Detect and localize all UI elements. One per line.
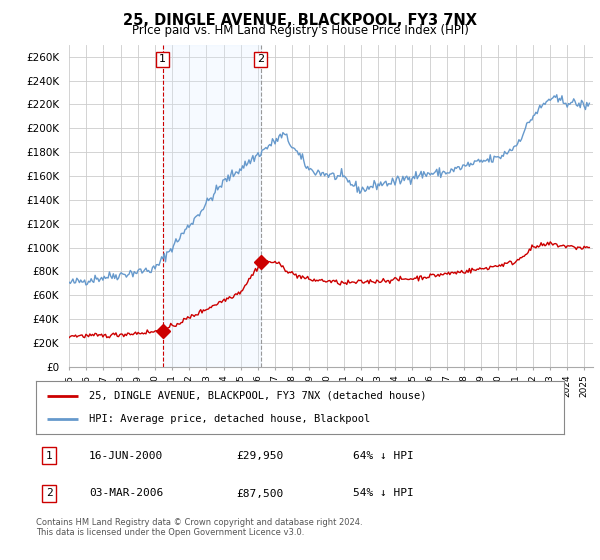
Text: 03-MAR-2006: 03-MAR-2006: [89, 488, 163, 498]
Text: 25, DINGLE AVENUE, BLACKPOOL, FY3 7NX (detached house): 25, DINGLE AVENUE, BLACKPOOL, FY3 7NX (d…: [89, 391, 426, 401]
Text: 2: 2: [46, 488, 53, 498]
Text: HPI: Average price, detached house, Blackpool: HPI: Average price, detached house, Blac…: [89, 414, 370, 424]
Text: 1: 1: [159, 54, 166, 64]
Text: 54% ↓ HPI: 54% ↓ HPI: [353, 488, 413, 498]
Bar: [163, 45, 261, 367]
Text: £29,950: £29,950: [236, 451, 284, 461]
Text: 2: 2: [257, 54, 265, 64]
Text: 1: 1: [46, 451, 53, 461]
Text: 64% ↓ HPI: 64% ↓ HPI: [353, 451, 413, 461]
Text: Price paid vs. HM Land Registry's House Price Index (HPI): Price paid vs. HM Land Registry's House …: [131, 24, 469, 37]
Text: Contains HM Land Registry data © Crown copyright and database right 2024.
This d: Contains HM Land Registry data © Crown c…: [36, 518, 362, 538]
Text: 25, DINGLE AVENUE, BLACKPOOL, FY3 7NX: 25, DINGLE AVENUE, BLACKPOOL, FY3 7NX: [123, 13, 477, 28]
Text: £87,500: £87,500: [236, 488, 284, 498]
Text: 16-JUN-2000: 16-JUN-2000: [89, 451, 163, 461]
